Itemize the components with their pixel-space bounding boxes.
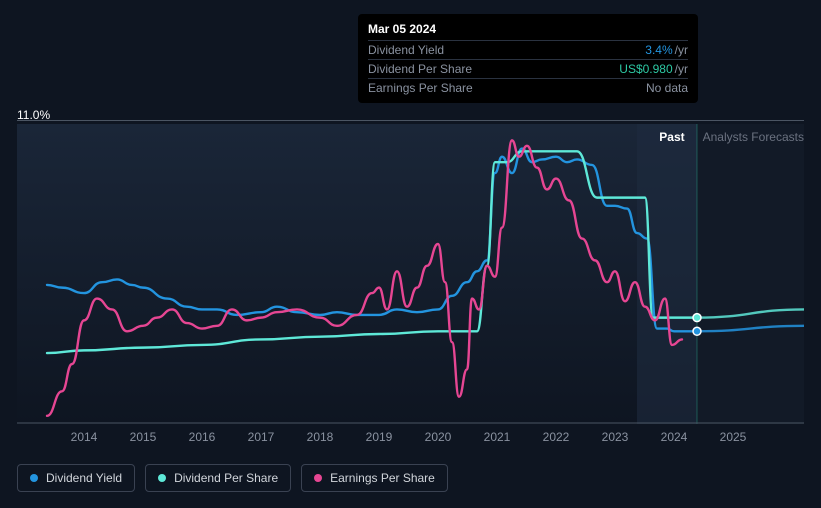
x-axis-tick: 2023 [602, 430, 629, 444]
legend-dot [158, 474, 166, 482]
y-axis-max: 11.0% [17, 108, 50, 122]
legend-label: Dividend Yield [46, 471, 122, 485]
x-axis-tick: 2018 [307, 430, 334, 444]
x-axis-labels: 2014 2015 2016 2017 2018 2019 2020 2021 2022 2023… [17, 430, 804, 446]
legend-label: Earnings Per Share [330, 471, 435, 485]
x-axis-tick: 2015 [130, 430, 157, 444]
chart-svg [17, 124, 804, 424]
x-axis-tick: 2016 [189, 430, 216, 444]
tooltip-row-yield: Dividend Yield 3.4%/yr [368, 40, 688, 59]
chart-top-border [17, 120, 804, 121]
tooltip-label: Dividend Per Share [368, 62, 472, 76]
tooltip-date: Mar 05 2024 [368, 22, 688, 36]
tooltip-label: Dividend Yield [368, 43, 444, 57]
x-axis-tick: 2024 [661, 430, 688, 444]
x-axis-tick: 2020 [425, 430, 452, 444]
x-axis-tick: 2014 [71, 430, 98, 444]
tooltip-row-dps: Dividend Per Share US$0.980/yr [368, 59, 688, 78]
tooltip-label: Earnings Per Share [368, 81, 473, 95]
tooltip-value: US$0.980 [619, 62, 672, 76]
dividend-chart: Mar 05 2024 Dividend Yield 3.4%/yr Divid… [0, 0, 821, 508]
chart-legend: Dividend Yield Dividend Per Share Earnin… [17, 464, 448, 492]
legend-label: Dividend Per Share [174, 471, 278, 485]
tooltip-row-eps: Earnings Per Share No data [368, 78, 688, 97]
x-axis-tick: 2025 [720, 430, 747, 444]
legend-item-yield[interactable]: Dividend Yield [17, 464, 135, 492]
tooltip-value: 3.4% [645, 43, 672, 57]
chart-tooltip: Mar 05 2024 Dividend Yield 3.4%/yr Divid… [358, 14, 698, 103]
chart-tabs: Past Analysts Forecasts [659, 130, 804, 144]
tab-past[interactable]: Past [659, 130, 684, 144]
legend-item-eps[interactable]: Earnings Per Share [301, 464, 448, 492]
legend-item-dps[interactable]: Dividend Per Share [145, 464, 291, 492]
tab-forecast[interactable]: Analysts Forecasts [703, 130, 804, 144]
legend-dot [314, 474, 322, 482]
x-axis-tick: 2022 [543, 430, 570, 444]
x-axis-tick: 2019 [366, 430, 393, 444]
x-axis-tick: 2021 [484, 430, 511, 444]
tooltip-value: No data [646, 81, 688, 95]
chart-plot-area[interactable] [17, 124, 804, 424]
x-axis-tick: 2017 [248, 430, 275, 444]
legend-dot [30, 474, 38, 482]
